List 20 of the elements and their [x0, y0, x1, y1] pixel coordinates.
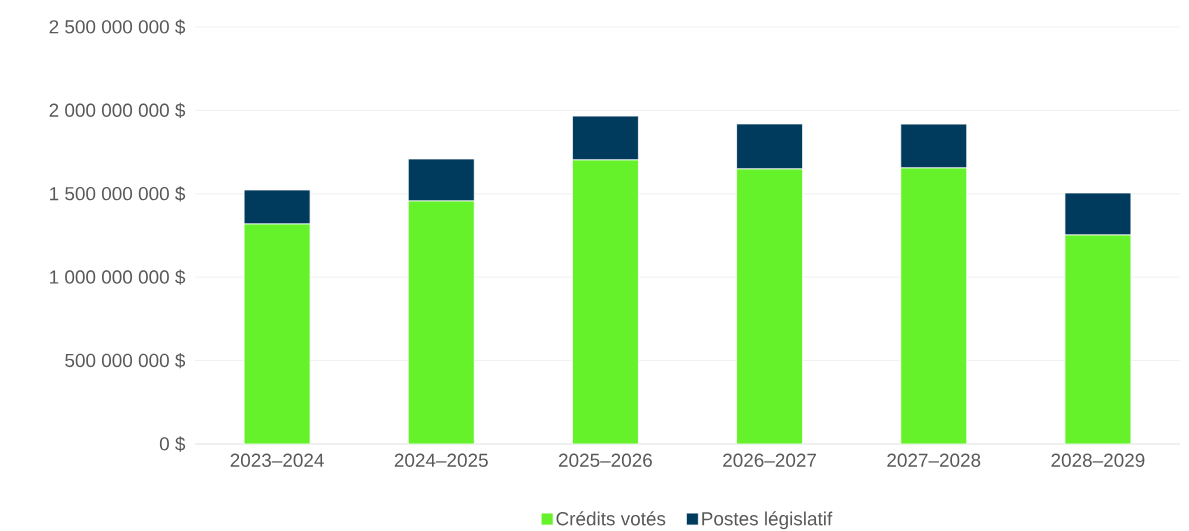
bar: [900, 167, 968, 444]
x-tick-label: 2027–2028: [887, 453, 981, 467]
x-tick-label: 2026–2027: [723, 453, 816, 467]
x-tick-label: 2023–2024: [230, 453, 324, 467]
bar: [243, 223, 311, 444]
y-tick-label: 2 000 000 000 $: [49, 102, 186, 119]
y-tick-label: 500 000 000 $: [65, 352, 186, 369]
x-tick-label: 2024–2025: [394, 453, 488, 467]
bar: [736, 168, 803, 444]
y-tick-label: 1 000 000 000 $: [50, 269, 186, 285]
bar: [407, 200, 475, 444]
bar: [1064, 234, 1132, 444]
y-tick-label: 2 500 000 000 $: [49, 19, 186, 35]
legend-label: Postes législatif: [702, 511, 833, 530]
y-tick-label: 1 500 000 000 $: [50, 186, 186, 202]
bar: [572, 159, 639, 444]
legend-label: Crédits votés: [556, 511, 666, 526]
x-tick-label: 2025–2026: [559, 453, 652, 467]
y-tick-label: 0 $: [159, 436, 186, 452]
x-tick-label: 2028–2029: [1051, 453, 1145, 467]
